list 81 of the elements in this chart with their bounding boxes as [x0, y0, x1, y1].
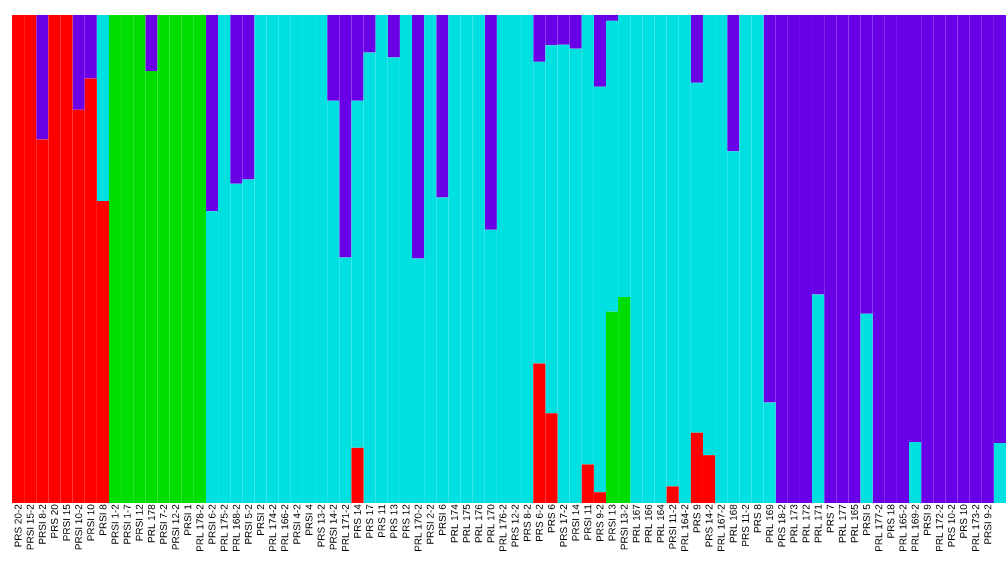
- x-tick-label: PRL 172-2: [935, 504, 943, 551]
- x-tick-label: PRL 175-2: [220, 504, 228, 551]
- x-tick-label: PRS 20-2: [14, 504, 22, 547]
- x-tick-label: PRSI 4: [305, 504, 313, 535]
- x-tick-label: PRSI 1-7: [123, 504, 131, 544]
- x-tick-label: PRS 14: [353, 504, 362, 538]
- x-tick-label: PRS 14-2: [705, 504, 713, 547]
- x-tick-label: PRL 178-2: [196, 504, 204, 551]
- x-tick-label: PRL 173: [790, 504, 798, 543]
- x-tick-label: PRSI 2: [256, 504, 265, 535]
- x-tick-label: PRSI 13-2: [620, 504, 628, 550]
- x-tick-label: PRSI 10-2: [75, 504, 83, 550]
- x-tick-label: PRL 168: [729, 504, 737, 543]
- x-tick-label: PRSI 15: [63, 504, 71, 541]
- x-tick-label: PRSI 8-2: [38, 504, 46, 544]
- x-tick-label: PRSI 13: [608, 504, 616, 541]
- x-tick-label: PRS 7: [826, 504, 834, 533]
- x-tick-label: PRS 8: [753, 504, 762, 533]
- x-tick-label: PRSI 12-2: [172, 504, 180, 550]
- x-tick-label: PRL 170-2: [414, 504, 422, 551]
- x-tick-label: PRS 6-2: [535, 504, 543, 542]
- x-tick-label: PRL 168-2: [232, 504, 240, 551]
- x-tick-label: PRL 169-2: [911, 504, 919, 551]
- x-tick-label: PRSI 6-2: [208, 504, 216, 544]
- x-tick-label: PRSI 11-2: [669, 504, 677, 549]
- x-tick-label: PRL 165-2: [899, 504, 907, 551]
- x-tick-label: PRSI 1-2: [111, 504, 119, 544]
- x-tick-label: PRL 171: [814, 504, 822, 543]
- x-tick-label: PRL 176-2: [499, 504, 507, 551]
- x-tick-label: PRS 10-2: [947, 504, 955, 547]
- x-tick-label: PRL 170: [487, 504, 495, 543]
- x-tick-label: PRSI 10: [87, 504, 95, 541]
- x-tick-label: PRL 175: [463, 504, 471, 543]
- x-tick-label: PRSI 5-2: [244, 504, 252, 544]
- x-tick-label: PRL 165: [850, 504, 859, 543]
- x-tick-label: PRL 164: [657, 504, 665, 543]
- x-tick-label: PRL 167-2: [717, 504, 725, 551]
- x-tick-label: PRL 172: [802, 504, 810, 543]
- x-tick-label: PRS 10: [960, 504, 968, 538]
- x-tick-label: PRL 177-2: [875, 504, 883, 551]
- x-tick-label: PRL 171-2: [341, 504, 349, 551]
- x-tick-label: PRSI 9: [923, 504, 931, 535]
- x-tick-label: PRL 177: [838, 504, 846, 543]
- x-tick-label: PRL 173-2: [972, 504, 980, 551]
- x-tick-label: PRL 164-2: [681, 504, 689, 551]
- x-tick-label: PRS 13-2: [317, 504, 325, 547]
- x-tick-label: PRS 9: [693, 504, 701, 533]
- x-tick-label: PRSI 2-2: [426, 504, 434, 544]
- x-tick-label: PRSI 8: [99, 504, 107, 535]
- x-tick-label: PRSI 5: [863, 504, 871, 535]
- x-tick-label: PRS 18: [887, 504, 895, 538]
- x-tick-label: PRS 6: [547, 504, 555, 533]
- x-tick-label: PRSI 14: [572, 504, 580, 541]
- x-tick-label: PRL 178: [147, 504, 155, 543]
- x-tick-label: PRL 166: [644, 504, 652, 543]
- x-tick-label: PRSI 9-2: [984, 504, 992, 544]
- x-tick-label: PRL 174: [451, 504, 458, 543]
- x-tick-label: PRS 20: [50, 504, 58, 538]
- x-tick-label: PRSI 11: [584, 504, 592, 540]
- x-tick-label: PRL 176: [475, 504, 483, 543]
- x-tick-label: PRS 17: [366, 504, 374, 538]
- x-tick-label: PRS 17-2: [560, 504, 568, 547]
- x-tick-label: PRSI 4-2: [293, 504, 301, 544]
- x-tick-label: PRL 169: [766, 504, 774, 543]
- x-tick-label: PRSI 6: [438, 504, 446, 535]
- x-tick-label: PRL 167: [632, 504, 640, 543]
- x-tick-label: PRS 12: [402, 504, 410, 538]
- x-tick-label: PRSI 14-2: [329, 504, 337, 550]
- x-tick-label: PRL 166-2: [281, 504, 289, 551]
- x-tick-label: PRS 13: [390, 504, 398, 538]
- x-tick-label: PRSI 15-2: [26, 504, 34, 550]
- x-tick-label: PRSI 12: [135, 504, 143, 541]
- x-tick-label: PRS 11-2: [741, 504, 749, 546]
- x-tick-label: PRS 8-2: [523, 504, 531, 542]
- x-tick-label: PRS 12-2: [511, 504, 519, 547]
- x-tick-label: PRS 18-2: [778, 504, 786, 547]
- x-tick-label: PRS 9-2: [596, 504, 604, 542]
- x-tick-label: PRL 174-2: [269, 504, 277, 551]
- x-tick-label: PRSI 7-2: [160, 504, 168, 544]
- x-tick-label: PRSI 1: [184, 504, 192, 535]
- x-tick-label: PRS 11: [378, 504, 386, 537]
